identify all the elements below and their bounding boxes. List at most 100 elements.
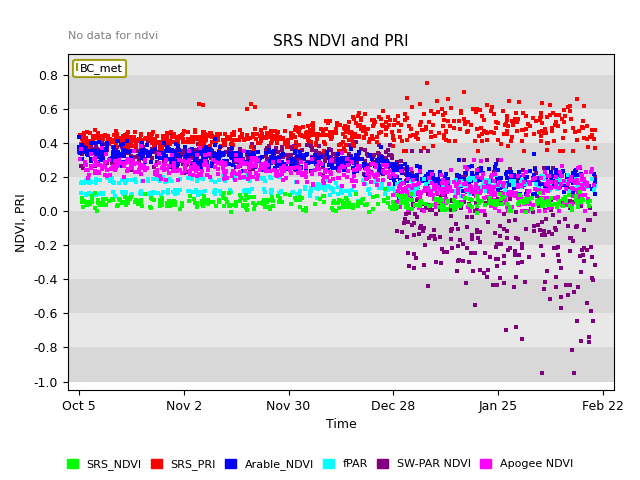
Point: [472, 184, 483, 192]
Point: [461, 279, 472, 287]
Point: [507, 117, 517, 125]
Point: [86, 145, 97, 153]
Point: [88, 148, 99, 156]
Point: [452, 257, 463, 265]
Point: [205, 145, 216, 153]
Point: [198, 141, 209, 148]
Point: [403, 171, 413, 179]
Point: [403, 204, 413, 212]
Point: [472, 173, 483, 180]
Point: [144, 133, 154, 141]
Bar: [68, 313, 614, 348]
Point: [130, 168, 140, 176]
Point: [579, 133, 589, 141]
Point: [275, 161, 285, 168]
Bar: [68, 211, 614, 245]
Point: [527, 174, 538, 182]
Point: [438, 176, 449, 184]
Point: [480, 250, 490, 257]
Point: [575, 165, 585, 172]
Point: [214, 148, 224, 156]
Point: [371, 172, 381, 180]
Point: [522, 190, 532, 198]
Point: [583, 216, 593, 224]
Point: [442, 178, 452, 186]
Point: [568, 147, 578, 155]
Point: [158, 134, 168, 142]
Point: [158, 174, 168, 181]
Point: [102, 146, 113, 154]
Point: [555, 147, 565, 155]
Point: [380, 186, 390, 193]
Point: [145, 203, 155, 211]
Point: [380, 169, 390, 177]
Point: [234, 162, 244, 169]
Point: [162, 132, 172, 140]
Point: [378, 167, 388, 174]
Point: [561, 180, 572, 188]
Point: [95, 139, 105, 146]
Point: [484, 180, 494, 187]
Point: [113, 159, 123, 167]
Point: [162, 143, 172, 151]
Point: [120, 145, 131, 153]
Point: [90, 163, 100, 170]
Point: [266, 155, 276, 163]
Point: [459, 181, 469, 189]
Point: [348, 142, 358, 149]
Point: [317, 164, 328, 171]
Point: [81, 161, 91, 168]
Point: [336, 156, 346, 164]
Point: [486, 185, 497, 192]
Point: [174, 156, 184, 164]
Point: [119, 159, 129, 167]
Point: [243, 105, 253, 113]
Point: [307, 170, 317, 178]
Point: [296, 154, 306, 161]
Point: [478, 181, 488, 189]
Point: [484, 165, 494, 173]
Point: [109, 143, 119, 151]
Point: [320, 168, 330, 176]
Point: [502, 116, 512, 123]
Point: [145, 135, 156, 143]
Point: [383, 159, 394, 167]
Point: [84, 191, 95, 198]
Point: [196, 171, 207, 179]
Point: [542, 114, 552, 121]
Point: [449, 196, 459, 204]
Point: [554, 184, 564, 192]
Point: [107, 195, 117, 203]
Point: [149, 168, 159, 176]
Point: [402, 189, 412, 196]
Point: [99, 162, 109, 169]
Point: [565, 197, 575, 204]
Point: [84, 147, 94, 155]
Point: [498, 181, 508, 189]
Point: [534, 180, 544, 188]
Point: [308, 119, 318, 126]
Point: [248, 165, 259, 173]
Point: [197, 101, 207, 109]
Point: [245, 169, 255, 177]
Point: [467, 213, 477, 220]
Point: [549, 178, 559, 185]
Point: [494, 180, 504, 187]
Point: [390, 189, 400, 197]
Point: [328, 175, 339, 183]
Point: [326, 185, 337, 193]
Point: [505, 166, 515, 173]
Point: [195, 174, 205, 182]
Point: [559, 177, 569, 185]
Point: [266, 174, 276, 181]
Point: [548, 172, 559, 180]
Point: [189, 199, 200, 207]
Point: [551, 176, 561, 183]
Point: [168, 155, 178, 162]
Point: [278, 162, 289, 169]
Point: [420, 177, 431, 185]
Point: [266, 189, 276, 196]
Point: [378, 176, 388, 183]
Point: [300, 133, 310, 141]
Point: [490, 204, 500, 212]
